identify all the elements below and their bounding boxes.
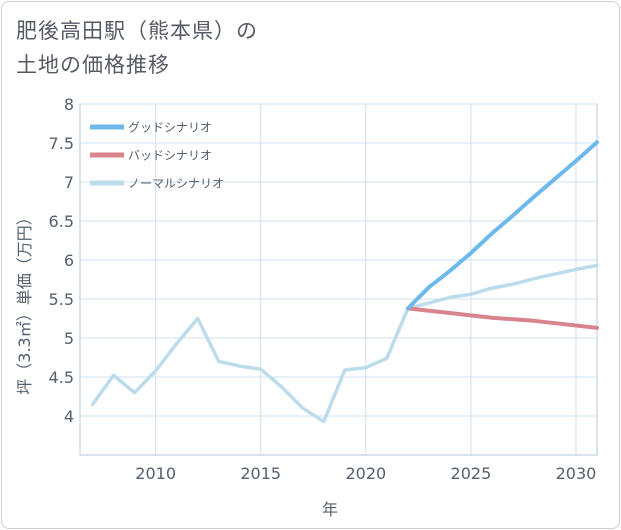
grid-y — [80, 103, 597, 417]
y-tick-label: 4.5 — [49, 368, 74, 387]
series-line-bad — [405, 306, 599, 330]
legend-label: バッドシナリオ — [128, 149, 212, 163]
y-tick-label: 5 — [64, 329, 74, 348]
x-tick-label: 2025 — [451, 464, 492, 483]
legend-label: グッドシナリオ — [128, 121, 212, 135]
series-line-good — [405, 140, 599, 311]
x-tick-labels: 2010 2015 2020 2025 2030 — [135, 464, 596, 483]
y-tick-label: 7 — [64, 173, 74, 192]
grid-x — [155, 104, 577, 455]
y-axis-title: 坪（3.3㎡）単価（万円） — [15, 209, 34, 394]
x-tick-label: 2010 — [135, 464, 176, 483]
y-tick-labels: 4 4.5 5 5.5 6 6.5 7 7.5 8 — [49, 95, 74, 426]
legend-label: ノーマルシナリオ — [128, 177, 224, 191]
title-line-1: 肥後高田駅（熊本県）の — [16, 19, 258, 43]
y-tick-label: 5.5 — [49, 290, 74, 309]
y-tick-label: 4 — [64, 407, 74, 426]
x-axis-title: 年 — [322, 500, 338, 519]
title-line-2: 土地の価格推移 — [16, 53, 170, 77]
plot-area — [79, 103, 598, 456]
x-tick-label: 2015 — [240, 464, 281, 483]
y-tick-label: 6 — [64, 251, 74, 270]
x-tick-label: 2030 — [556, 464, 597, 483]
y-tick-label: 8 — [64, 95, 74, 114]
series-layer — [90, 140, 599, 424]
y-tick-label: 6.5 — [49, 212, 74, 231]
chart-title: 肥後高田駅（熊本県）の 土地の価格推移 — [16, 14, 258, 82]
x-tick-label: 2020 — [345, 464, 386, 483]
series-line-normal — [90, 263, 599, 424]
y-tick-label: 7.5 — [49, 134, 74, 153]
